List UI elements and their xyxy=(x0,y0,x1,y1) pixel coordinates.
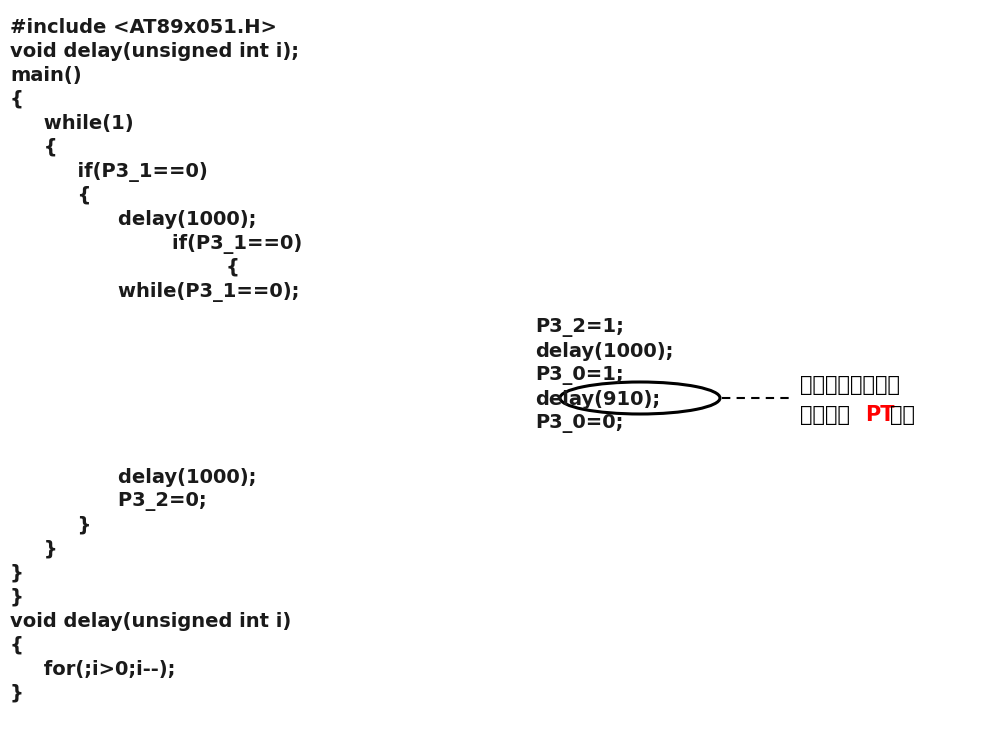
Text: delay(910);: delay(910); xyxy=(535,390,660,409)
Text: }: } xyxy=(10,564,24,583)
Text: P3_0=1;: P3_0=1; xyxy=(535,366,624,385)
Text: 修正括弧中的数值: 修正括弧中的数值 xyxy=(800,375,900,395)
Text: P3_2=1;: P3_2=1; xyxy=(535,318,624,337)
Text: delay(1000);: delay(1000); xyxy=(10,468,256,487)
Text: P3_2=0;: P3_2=0; xyxy=(10,492,207,511)
Text: void delay(unsigned int i): void delay(unsigned int i) xyxy=(10,612,291,631)
Text: {: { xyxy=(10,186,91,205)
Text: main(): main() xyxy=(10,66,82,85)
Text: if(P3_1==0): if(P3_1==0) xyxy=(10,234,302,254)
Text: 得到所需: 得到所需 xyxy=(800,405,850,425)
Text: PT: PT xyxy=(865,405,895,425)
Text: }: } xyxy=(10,516,91,535)
Text: if(P3_1==0): if(P3_1==0) xyxy=(10,162,208,182)
Text: #include <AT89x051.H>: #include <AT89x051.H> xyxy=(10,18,277,37)
Text: {: { xyxy=(10,258,240,277)
Text: }: } xyxy=(10,540,58,559)
Text: 时间: 时间 xyxy=(890,405,915,425)
Text: void delay(unsigned int i);: void delay(unsigned int i); xyxy=(10,42,299,61)
Text: while(P3_1==0);: while(P3_1==0); xyxy=(10,282,299,302)
Text: {: { xyxy=(10,138,58,157)
Text: delay(1000);: delay(1000); xyxy=(10,210,256,229)
Text: delay(1000);: delay(1000); xyxy=(535,342,673,361)
Text: }: } xyxy=(10,684,24,703)
Text: while(1): while(1) xyxy=(10,114,134,133)
Text: for(;i>0;i--);: for(;i>0;i--); xyxy=(10,660,175,679)
Text: {: { xyxy=(10,90,24,109)
Text: P3_0=0;: P3_0=0; xyxy=(535,414,623,433)
Text: }: } xyxy=(10,588,24,607)
Text: {: { xyxy=(10,636,24,655)
